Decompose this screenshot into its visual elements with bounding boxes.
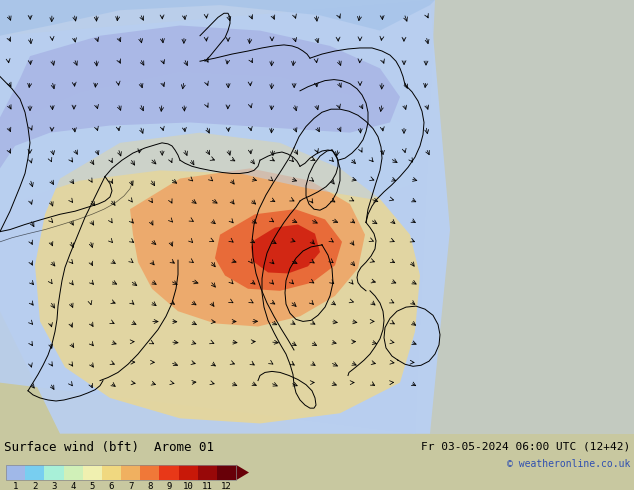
- Bar: [217, 465, 236, 480]
- Bar: [140, 465, 159, 480]
- Polygon shape: [0, 0, 435, 36]
- Bar: [198, 465, 217, 480]
- Polygon shape: [236, 465, 249, 480]
- Polygon shape: [0, 0, 450, 434]
- Text: 6: 6: [108, 482, 114, 490]
- Text: 9: 9: [166, 482, 172, 490]
- Bar: [102, 465, 121, 480]
- Polygon shape: [0, 72, 420, 214]
- Polygon shape: [290, 0, 634, 434]
- Text: 8: 8: [147, 482, 152, 490]
- Bar: [6, 465, 25, 480]
- Text: 5: 5: [89, 482, 95, 490]
- Text: 11: 11: [202, 482, 212, 490]
- Polygon shape: [0, 0, 435, 434]
- Polygon shape: [35, 133, 420, 423]
- Text: 2: 2: [32, 482, 37, 490]
- Bar: [63, 465, 82, 480]
- Text: 12: 12: [221, 482, 232, 490]
- Bar: [179, 465, 198, 480]
- Polygon shape: [0, 25, 400, 169]
- Bar: [44, 465, 63, 480]
- Bar: [25, 465, 44, 480]
- Text: 4: 4: [70, 482, 76, 490]
- Text: Fr 03-05-2024 06:00 UTC (12+42): Fr 03-05-2024 06:00 UTC (12+42): [421, 441, 630, 451]
- Text: Surface wind (bft)  Arome 01: Surface wind (bft) Arome 01: [4, 441, 214, 454]
- Text: © weatheronline.co.uk: © weatheronline.co.uk: [507, 459, 630, 469]
- Polygon shape: [251, 224, 320, 273]
- Bar: [82, 465, 102, 480]
- Bar: [6, 465, 236, 480]
- Text: 3: 3: [51, 482, 56, 490]
- Text: 10: 10: [183, 482, 193, 490]
- Bar: [159, 465, 179, 480]
- Text: 1: 1: [13, 482, 18, 490]
- Polygon shape: [130, 169, 365, 326]
- Polygon shape: [215, 209, 342, 291]
- Text: 7: 7: [128, 482, 133, 490]
- Bar: [121, 465, 140, 480]
